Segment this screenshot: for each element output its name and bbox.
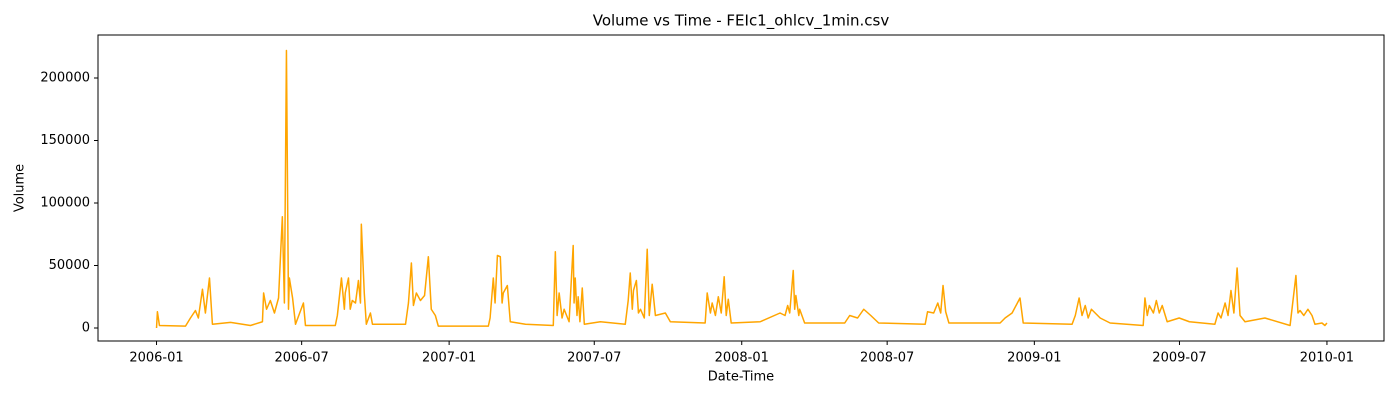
x-tick-label: 2008-07 <box>860 351 914 366</box>
x-tick-label: 2007-07 <box>567 351 621 366</box>
x-tick-label: 2010-01 <box>1300 351 1354 366</box>
y-axis-label: Volume <box>13 164 28 212</box>
y-tick-label: 100000 <box>40 196 90 211</box>
plot-frame <box>97 34 1385 342</box>
y-tick-label: 150000 <box>40 133 90 148</box>
volume-line <box>155 49 1328 329</box>
x-tick-label: 2009-07 <box>1152 351 1206 366</box>
x-tick-label: 2008-01 <box>715 351 769 366</box>
chart-title: Volume vs Time - FEIc1_ohlcv_1min.csv <box>593 12 890 31</box>
x-tick-label: 2006-01 <box>129 351 183 366</box>
y-tick-label: 0 <box>82 321 90 336</box>
y-tick-label: 50000 <box>49 258 90 273</box>
y-tick-label: 200000 <box>40 71 90 86</box>
x-tick-label: 2009-01 <box>1007 351 1061 366</box>
x-tick-label: 2007-01 <box>422 351 476 366</box>
x-axis-label: Date-Time <box>708 370 774 385</box>
x-tick-label: 2006-07 <box>274 351 328 366</box>
